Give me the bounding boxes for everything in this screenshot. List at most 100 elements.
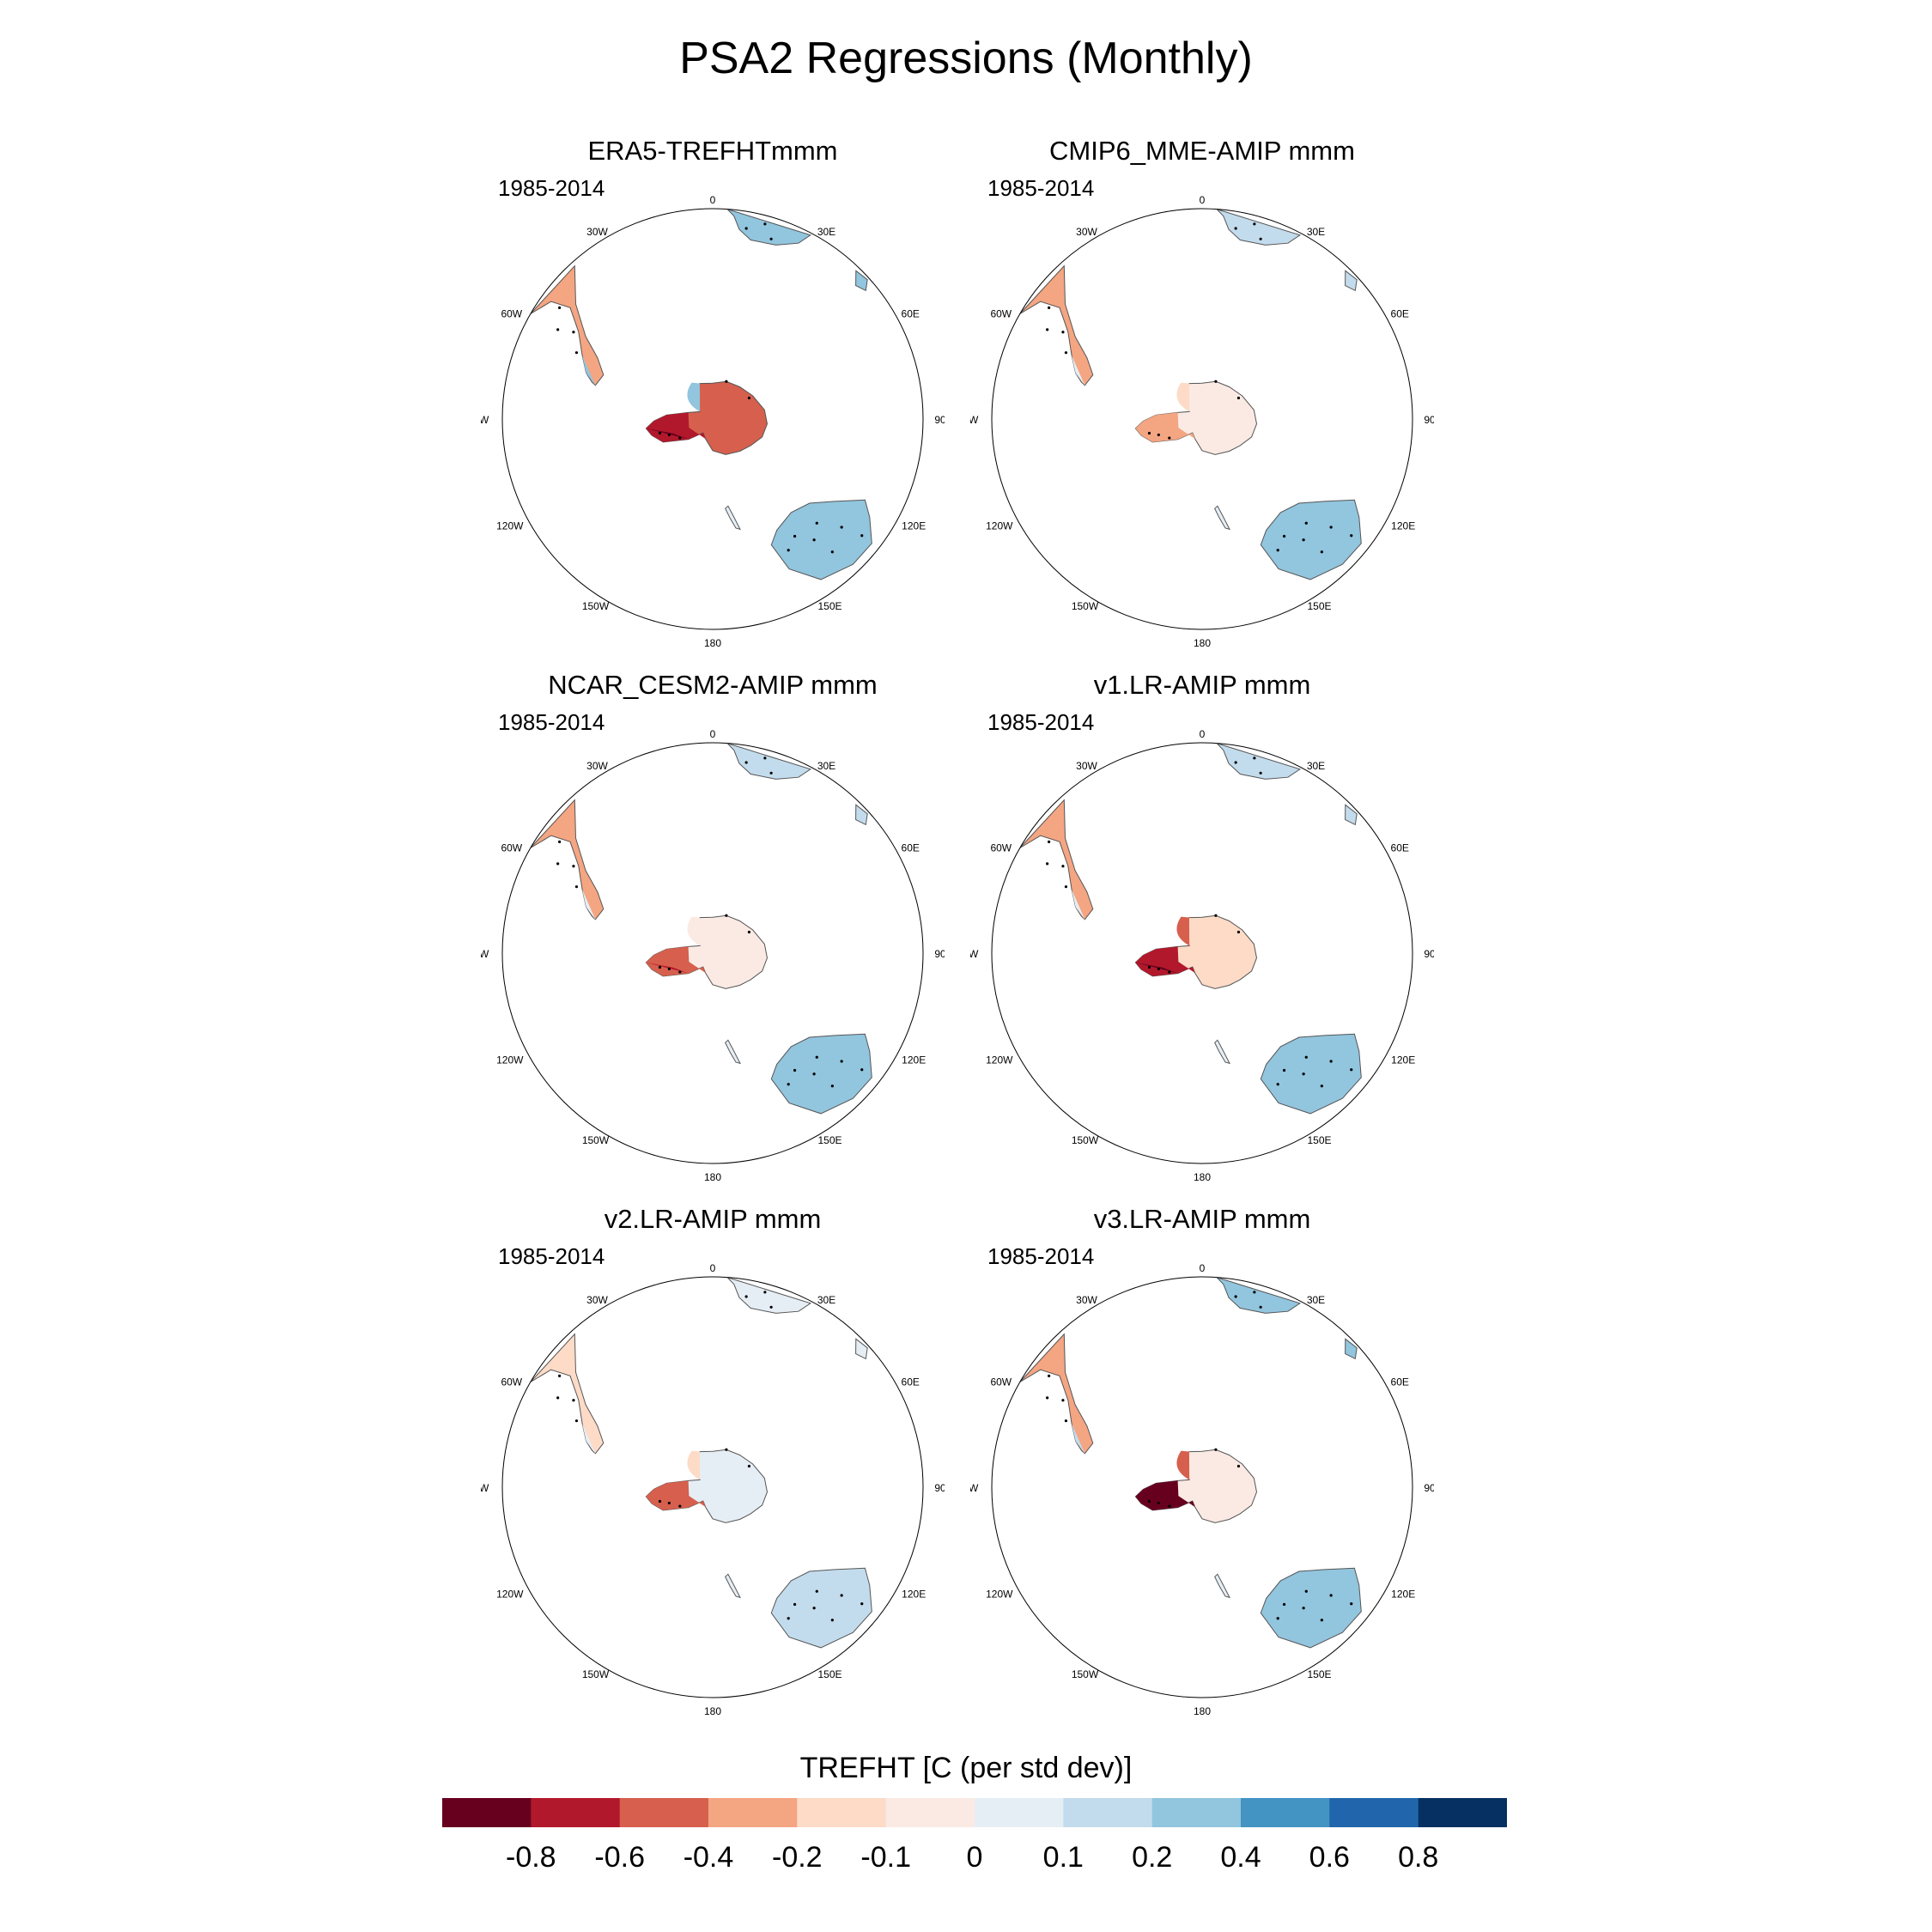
map-boundary <box>501 208 924 630</box>
longitude-label: 120W <box>986 1054 1013 1066</box>
west-antarctica-anomaly <box>1135 412 1195 442</box>
colorbar: -0.8 -0.6 -0.4 -0.2 -0.1 0 0.1 0.2 0.4 0.6 0.8 <box>442 1798 1507 1874</box>
longitude-label: 60E <box>1391 842 1409 854</box>
longitude-label: 150E <box>1307 600 1331 612</box>
madagascar-land <box>855 270 868 292</box>
longitude-label: 120W <box>496 1589 524 1601</box>
south-america-land <box>1019 799 1094 920</box>
panel-title: ERA5-TREFHTmmm <box>587 136 838 166</box>
australia-land <box>770 1033 872 1115</box>
longitude-label: 30E <box>817 760 835 772</box>
longitude-label: 90W <box>481 414 489 426</box>
colorbar-swatch <box>975 1798 1064 1827</box>
longitude-label: 90E <box>1424 1482 1434 1494</box>
longitude-label: 150W <box>1072 1668 1099 1680</box>
west-antarctica-anomaly <box>646 1480 706 1510</box>
longitude-label: 60W <box>501 308 522 320</box>
map-boundary <box>991 1276 1413 1698</box>
polar-map: 0 30E 60E 90E 120E 150E 180 150W 120W 90W 60W 30W <box>970 1262 1434 1717</box>
panel-title: v2.LR-AMIP mmm <box>604 1204 822 1234</box>
polar-map: 0 30E 60E 90E 120E 150E 180 150W 120W 90W 60W 30W <box>481 728 945 1183</box>
longitude-label: 90W <box>970 414 979 426</box>
weddell-sector-anomaly <box>1176 1450 1190 1480</box>
patagonia-anomaly <box>1072 1423 1085 1454</box>
southern-africa-land <box>1215 1277 1302 1314</box>
longitude-label: 150W <box>582 1668 610 1680</box>
longitude-label: 150W <box>582 1134 610 1146</box>
longitude-label: 60W <box>501 842 522 854</box>
longitude-label: 120W <box>986 520 1013 532</box>
colorbar-tick-label: 0.6 <box>1309 1841 1350 1874</box>
longitude-label: 60W <box>501 1376 522 1388</box>
longitude-label: 30W <box>586 760 608 772</box>
longitude-label: 0 <box>1200 1262 1206 1274</box>
colorbar-swatch <box>442 1798 532 1827</box>
south-america-land <box>1019 1333 1094 1455</box>
colorbar-tick-label: 0.4 <box>1220 1841 1261 1874</box>
australia-land <box>770 1567 872 1649</box>
australia-land <box>1260 1567 1362 1649</box>
significance-stipple <box>556 756 864 1088</box>
longitude-label: 150W <box>582 600 610 612</box>
map-panel: v2.LR-AMIP mmm 1985-2014 0 30E 60E 90E 120E 150… <box>481 1204 945 1736</box>
polar-map: 0 30E 60E 90E 120E 150E 180 150W 120W 90W 60W 30W <box>481 1262 945 1717</box>
panel-period: 1985-2014 <box>498 709 605 735</box>
longitude-label: 150E <box>817 1668 841 1680</box>
panel-period: 1985-2014 <box>987 175 1095 201</box>
polar-map: 0 30E 60E 90E 120E 150E 180 150W 120W 90W 60W 30W <box>970 194 1434 649</box>
map-boundary <box>991 742 1413 1164</box>
panel-title: v1.LR-AMIP mmm <box>1093 670 1311 700</box>
longitude-label: 30E <box>1307 226 1325 238</box>
colorbar-swatch <box>619 1798 709 1827</box>
colorbar-swatch <box>1063 1798 1153 1827</box>
longitude-label: 120E <box>1391 1589 1415 1601</box>
longitude-label: 90E <box>934 948 945 960</box>
map-boundary <box>991 208 1413 630</box>
weddell-sector-anomaly <box>1176 382 1190 412</box>
longitude-label: 0 <box>710 194 716 206</box>
map-boundary <box>501 742 924 1164</box>
polar-map: 0 30E 60E 90E 120E 150E 180 150W 120W 90W 60W 30W <box>970 728 1434 1183</box>
longitude-label: 90E <box>1424 414 1434 426</box>
panel-period: 1985-2014 <box>987 1243 1095 1269</box>
longitude-label: 30E <box>817 226 835 238</box>
significance-stipple <box>1046 1291 1353 1622</box>
west-antarctica-anomaly <box>1135 946 1195 976</box>
longitude-label: 120E <box>902 520 926 532</box>
longitude-label: 90W <box>970 1482 979 1494</box>
west-antarctica-anomaly <box>646 946 706 976</box>
longitude-label: 60E <box>1391 1376 1409 1388</box>
colorbar-tick-label: 0.1 <box>1043 1841 1084 1874</box>
panel-title: CMIP6_MME-AMIP mmm <box>1049 136 1355 166</box>
longitude-label: 120E <box>902 1589 926 1601</box>
south-america-land <box>530 799 605 920</box>
longitude-label: 150W <box>1072 600 1099 612</box>
map-panel: v1.LR-AMIP mmm 1985-2014 0 30E 60E 90E 120E 150… <box>970 670 1434 1202</box>
significance-stipple <box>1046 222 1353 554</box>
longitude-label: 150E <box>1307 1668 1331 1680</box>
map-panel: ERA5-TREFHTmmm 1985-2014 0 30E 60E 90E 120E 150… <box>481 136 945 668</box>
longitude-label: 90E <box>1424 948 1434 960</box>
longitude-label: 60W <box>990 1376 1012 1388</box>
colorbar-tick-label: -0.8 <box>506 1841 556 1874</box>
colorbar-swatch <box>1151 1798 1242 1827</box>
longitude-label: 120E <box>902 1054 926 1066</box>
longitude-label: 150E <box>1307 1134 1331 1146</box>
longitude-label: 150E <box>817 600 841 612</box>
longitude-label: 90W <box>970 948 979 960</box>
longitude-label: 120E <box>1391 520 1415 532</box>
southern-africa-land <box>1215 209 1302 246</box>
longitude-label: 30E <box>1307 760 1325 772</box>
peninsula-anomaly <box>1135 428 1178 440</box>
colorbar-tick-label: 0.8 <box>1398 1841 1438 1874</box>
colorbar-tick-label: -0.1 <box>860 1841 911 1874</box>
longitude-label: 150E <box>817 1134 841 1146</box>
colorbar-tick-label: -0.4 <box>683 1841 734 1874</box>
longitude-label: 60E <box>902 1376 920 1388</box>
longitude-label: 0 <box>1200 728 1206 740</box>
colorbar-tick-label: -0.6 <box>594 1841 645 1874</box>
longitude-label: 180 <box>1194 1705 1211 1717</box>
colorbar-swatch <box>885 1798 975 1827</box>
australia-land <box>770 499 872 580</box>
longitude-label: 120W <box>986 1589 1013 1601</box>
